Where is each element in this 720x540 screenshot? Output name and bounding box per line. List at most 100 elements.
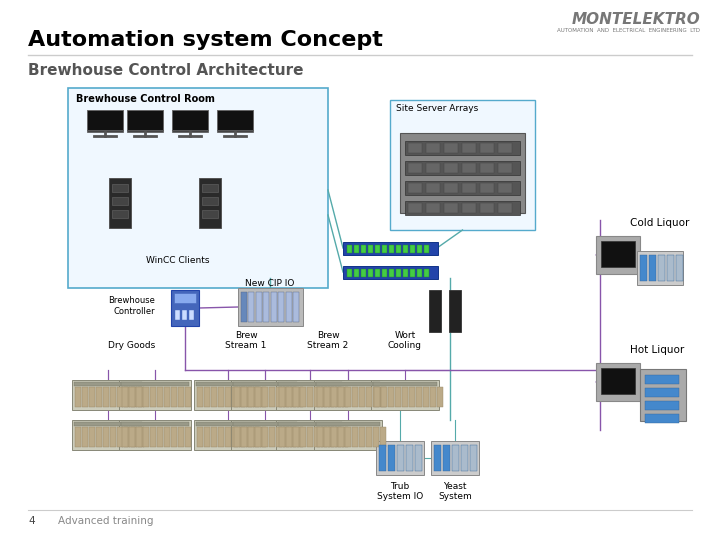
FancyBboxPatch shape <box>171 290 199 326</box>
FancyBboxPatch shape <box>359 387 365 407</box>
FancyBboxPatch shape <box>136 387 142 407</box>
FancyBboxPatch shape <box>395 268 400 276</box>
FancyBboxPatch shape <box>87 130 123 132</box>
FancyBboxPatch shape <box>189 310 194 320</box>
FancyBboxPatch shape <box>297 387 303 407</box>
FancyBboxPatch shape <box>300 427 306 447</box>
FancyBboxPatch shape <box>415 445 422 471</box>
FancyBboxPatch shape <box>136 427 142 447</box>
FancyBboxPatch shape <box>359 427 365 447</box>
FancyBboxPatch shape <box>416 387 422 407</box>
FancyBboxPatch shape <box>426 163 440 173</box>
FancyBboxPatch shape <box>434 445 441 471</box>
FancyBboxPatch shape <box>89 427 95 447</box>
FancyBboxPatch shape <box>480 163 494 173</box>
FancyBboxPatch shape <box>373 382 437 386</box>
FancyBboxPatch shape <box>354 268 359 276</box>
FancyBboxPatch shape <box>645 414 679 423</box>
FancyBboxPatch shape <box>138 387 144 407</box>
FancyBboxPatch shape <box>405 201 520 215</box>
Text: Brewhouse Control Room: Brewhouse Control Room <box>76 94 215 104</box>
FancyBboxPatch shape <box>150 387 156 407</box>
FancyBboxPatch shape <box>498 143 512 153</box>
FancyBboxPatch shape <box>218 387 224 407</box>
FancyBboxPatch shape <box>645 388 679 397</box>
FancyBboxPatch shape <box>596 363 640 401</box>
FancyBboxPatch shape <box>204 427 210 447</box>
FancyBboxPatch shape <box>256 292 261 322</box>
FancyBboxPatch shape <box>480 143 494 153</box>
FancyBboxPatch shape <box>121 382 189 386</box>
FancyBboxPatch shape <box>374 245 379 253</box>
FancyBboxPatch shape <box>217 110 253 130</box>
FancyBboxPatch shape <box>314 380 382 410</box>
FancyBboxPatch shape <box>157 387 163 407</box>
FancyBboxPatch shape <box>75 387 81 407</box>
FancyBboxPatch shape <box>202 210 218 218</box>
Text: AUTOMATION  AND  ELECTRICAL  ENGINEERING  LTD: AUTOMATION AND ELECTRICAL ENGINEERING LT… <box>557 28 700 33</box>
Text: Yeast
System: Yeast System <box>438 482 472 502</box>
FancyBboxPatch shape <box>234 387 240 407</box>
FancyBboxPatch shape <box>324 387 330 407</box>
FancyBboxPatch shape <box>373 427 379 447</box>
FancyBboxPatch shape <box>74 422 142 426</box>
FancyBboxPatch shape <box>389 245 394 253</box>
FancyBboxPatch shape <box>232 427 238 447</box>
FancyBboxPatch shape <box>354 245 359 253</box>
FancyBboxPatch shape <box>423 268 428 276</box>
FancyBboxPatch shape <box>171 427 177 447</box>
FancyBboxPatch shape <box>449 290 461 332</box>
FancyBboxPatch shape <box>172 110 208 130</box>
FancyBboxPatch shape <box>231 380 299 410</box>
Text: Site Server Arrays: Site Server Arrays <box>396 104 478 113</box>
FancyBboxPatch shape <box>601 241 635 267</box>
FancyBboxPatch shape <box>122 427 128 447</box>
FancyBboxPatch shape <box>82 427 88 447</box>
FancyBboxPatch shape <box>248 387 254 407</box>
FancyBboxPatch shape <box>248 427 254 447</box>
FancyBboxPatch shape <box>376 441 424 475</box>
FancyBboxPatch shape <box>676 255 683 281</box>
FancyBboxPatch shape <box>202 197 218 205</box>
FancyBboxPatch shape <box>405 181 520 195</box>
FancyBboxPatch shape <box>225 387 231 407</box>
FancyBboxPatch shape <box>423 245 428 253</box>
FancyBboxPatch shape <box>74 382 142 386</box>
FancyBboxPatch shape <box>157 427 163 447</box>
FancyBboxPatch shape <box>389 268 394 276</box>
FancyBboxPatch shape <box>461 445 468 471</box>
FancyBboxPatch shape <box>197 387 203 407</box>
FancyBboxPatch shape <box>110 387 116 407</box>
FancyBboxPatch shape <box>408 203 422 213</box>
FancyBboxPatch shape <box>462 143 476 153</box>
FancyBboxPatch shape <box>231 420 299 450</box>
FancyBboxPatch shape <box>75 427 81 447</box>
FancyBboxPatch shape <box>335 427 341 447</box>
Text: Dry Goods: Dry Goods <box>109 341 156 350</box>
FancyBboxPatch shape <box>246 427 252 447</box>
FancyBboxPatch shape <box>444 183 458 193</box>
FancyBboxPatch shape <box>402 268 408 276</box>
FancyBboxPatch shape <box>131 427 137 447</box>
FancyBboxPatch shape <box>307 387 313 407</box>
FancyBboxPatch shape <box>241 387 247 407</box>
FancyBboxPatch shape <box>143 387 149 407</box>
FancyBboxPatch shape <box>335 387 341 407</box>
FancyBboxPatch shape <box>240 292 246 322</box>
FancyBboxPatch shape <box>640 369 686 421</box>
FancyBboxPatch shape <box>367 268 372 276</box>
FancyBboxPatch shape <box>211 427 217 447</box>
FancyBboxPatch shape <box>423 387 429 407</box>
FancyBboxPatch shape <box>316 382 380 386</box>
FancyBboxPatch shape <box>196 382 260 386</box>
FancyBboxPatch shape <box>402 387 408 407</box>
FancyBboxPatch shape <box>110 427 116 447</box>
FancyBboxPatch shape <box>253 427 259 447</box>
FancyBboxPatch shape <box>371 380 439 410</box>
FancyBboxPatch shape <box>352 387 358 407</box>
FancyBboxPatch shape <box>233 382 297 386</box>
FancyBboxPatch shape <box>342 387 348 407</box>
FancyBboxPatch shape <box>246 387 252 407</box>
FancyBboxPatch shape <box>342 427 348 447</box>
Text: MONTELEKTRO: MONTELEKTRO <box>571 12 700 27</box>
